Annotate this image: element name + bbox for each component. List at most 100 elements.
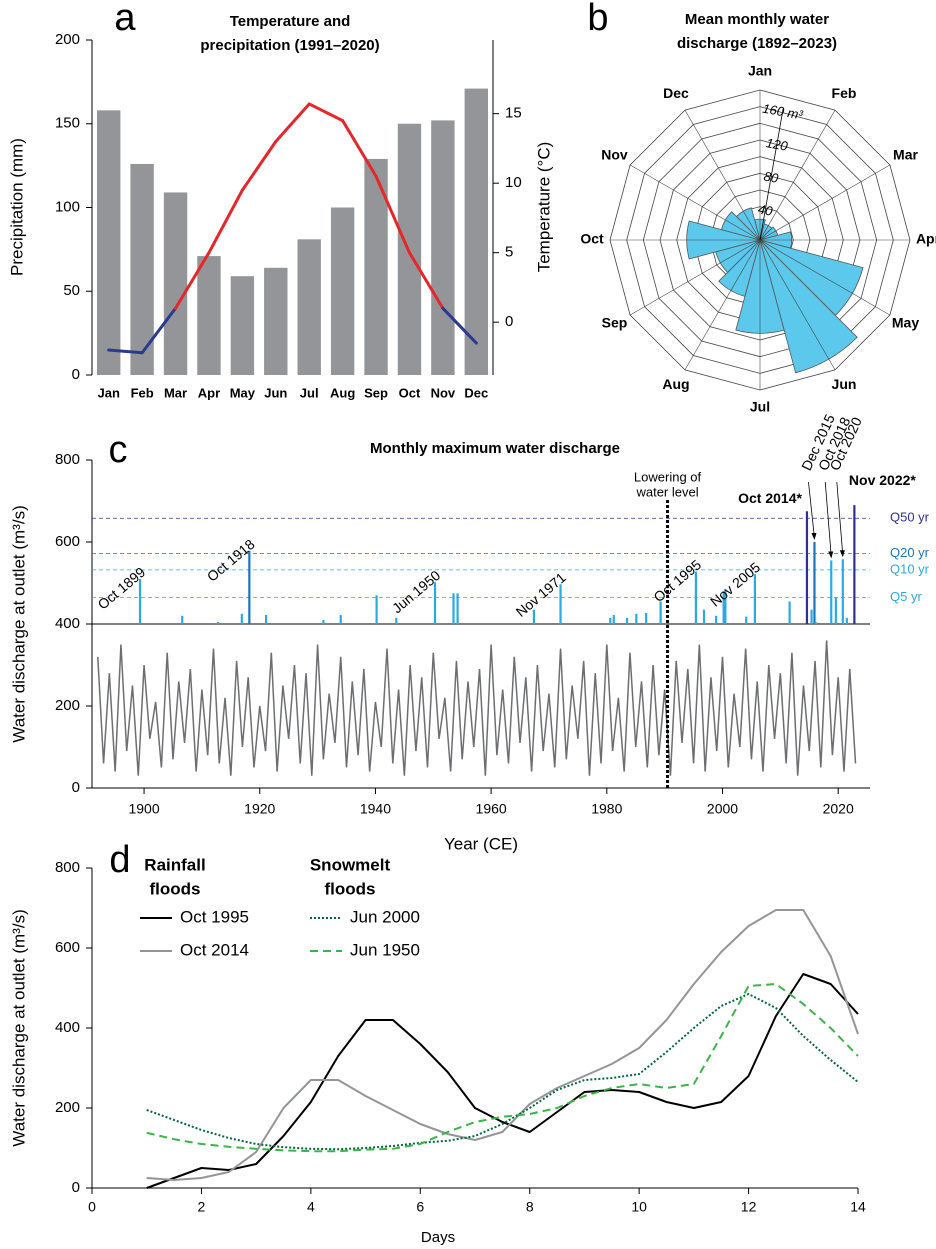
spoke [759,239,891,316]
month-label: Sep [602,315,628,331]
legend-label: Oct 2014 [180,940,249,959]
radial-axis [759,108,784,241]
tick-label: 50 [63,282,80,299]
spoke [759,239,836,371]
x-tick-label: Mar [164,385,187,400]
bar [297,239,321,375]
x-tick-label: 1920 [244,801,275,817]
bar [230,276,255,375]
temperature-line [274,102,311,143]
discharge-line [97,640,857,776]
tick-label: 0 [72,366,80,383]
temperature-line [441,306,478,345]
x-tick-label: 2 [198,1199,206,1215]
legend-label: Jun 1950 [350,940,420,959]
x-tick-label: 6 [416,1199,424,1215]
series-line [146,993,859,1151]
panel-letter: b [587,0,608,39]
temperature-line [107,348,144,355]
tick-label: 400 [55,615,80,632]
x-tick-label: 1900 [128,801,159,817]
month-label: Oct [580,231,604,247]
spoke [629,164,761,241]
month-label: Nov [601,147,628,163]
arrow-head [828,551,834,559]
x-axis-label: Days [421,1229,455,1246]
r-tick-label: 40 [757,201,775,218]
temperature-line [174,251,211,310]
spoke [759,164,891,241]
bar [364,158,388,375]
x-tick-label: 2020 [823,801,854,817]
x-tick-label: 4 [307,1199,315,1215]
water-level-label: Lowering of [634,469,702,484]
temperature-line [307,102,345,123]
series-line [146,973,859,1189]
x-tick-label: 1960 [476,801,507,817]
x-tick-label: 0 [88,1199,96,1215]
x-tick-label: 2000 [707,801,738,817]
x-tick-label: Feb [131,385,154,400]
tick-label: 200 [55,1099,80,1116]
panel-letter: a [114,0,136,39]
legend-title: floods [150,879,201,898]
r-tick-label: 160 m³ [761,101,804,123]
chart-title: precipitation (1991–2020) [200,37,379,54]
tick-label: 0 [72,1179,80,1196]
x-tick-label: 14 [850,1199,866,1215]
bar [130,163,154,375]
month-label: Jun [832,376,857,392]
x-tick-label: 8 [526,1199,534,1215]
x-tick-label: 1980 [591,801,622,817]
chart-title: Temperature and [230,13,351,30]
y-axis-label: Water discharge at outlet (m³/s) [9,505,28,742]
tick-label: 150 [55,115,80,132]
x-tick-label: Jun [264,385,287,400]
series-line [146,909,859,1181]
legend-title: Snowmelt [310,855,391,874]
temperature-line [407,251,445,310]
tick-label: 0 [505,313,513,330]
temperature-line [374,174,411,255]
arrow-head [839,550,845,558]
x-tick-label: Oct [399,385,421,400]
x-tick-label: 10 [631,1199,647,1215]
temperature-line [140,306,178,355]
tick-label: 0 [72,779,80,796]
chart-title: Mean monthly water [685,11,829,28]
y2-axis-label: Temperature (°C) [534,142,553,273]
y-axis-label: Precipitation (mm) [7,138,26,276]
tick-label: 800 [55,451,80,468]
x-tick-label: Sep [364,385,388,400]
tick-label: 600 [55,533,80,550]
r-tick-label: 120 [765,135,790,154]
event-arrow [808,481,815,539]
month-label: May [892,315,919,331]
x-tick-label: Apr [198,385,220,400]
month-label: Jul [750,399,770,415]
spoke [759,109,836,241]
tick-label: 100 [55,198,80,215]
temperature-line [341,119,378,178]
month-label: Apr [916,231,936,247]
legend-title: floods [325,879,376,898]
tick-label: 200 [55,31,80,48]
spoke [684,239,761,371]
x-tick-label: Nov [431,385,456,400]
tick-label: 15 [505,105,522,122]
water-level-label: water level [635,484,698,499]
panel-letter: d [109,839,130,881]
chart-title: Monthly maximum water discharge [370,440,620,457]
x-tick-label: Jul [300,385,319,400]
bar [163,192,188,375]
x-tick-label: Jan [98,385,120,400]
tick-label: 200 [55,697,80,714]
threshold-label: Q50 yr [890,510,930,525]
event-arrow [824,481,832,557]
bar [264,267,288,375]
month-label: Aug [662,376,689,392]
temperature-line [240,139,278,192]
bar [431,120,455,376]
threshold-label: Q5 yr [890,589,922,604]
